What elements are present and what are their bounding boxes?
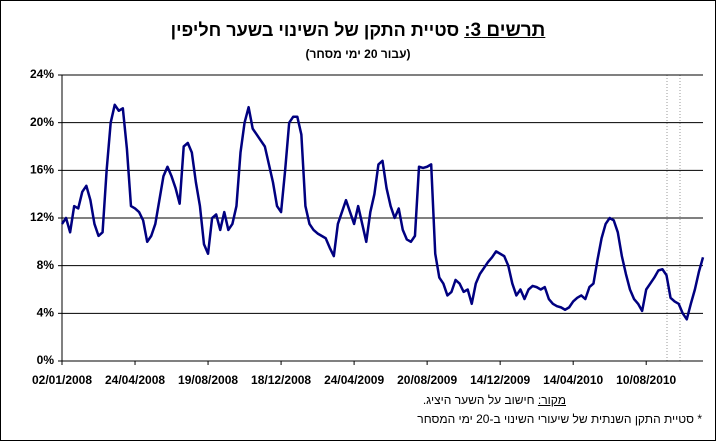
x-tick-label: 24/04/2008 xyxy=(105,373,165,387)
y-tick-label: 12% xyxy=(30,210,54,224)
y-tick-label: 20% xyxy=(30,115,54,129)
x-tick-label: 18/12/2008 xyxy=(251,373,311,387)
y-tick-label: 24% xyxy=(30,67,54,81)
x-tick-label: 20/08/2009 xyxy=(397,373,457,387)
x-tick-label: 24/04/2009 xyxy=(324,373,384,387)
y-tick-label: 4% xyxy=(37,306,55,320)
note: * סטיית התקן השנתית של שיעורי השינוי ב-2… xyxy=(417,412,702,426)
source-label: מקור: xyxy=(537,393,566,407)
x-tick-label: 19/08/2008 xyxy=(178,373,238,387)
x-tick-label: 14/12/2009 xyxy=(470,373,530,387)
title: תרשים 3: סטיית התקן של השינוי בשער חליפי… xyxy=(0,20,716,42)
title-text: סטיית התקן של השינוי בשער חליפין xyxy=(170,20,460,40)
y-tick-label: 16% xyxy=(30,163,54,177)
x-tick-label: 14/04/2010 xyxy=(543,373,603,387)
source-text: חישוב על השער היציג. xyxy=(422,393,535,407)
data-line xyxy=(60,103,705,321)
subtitle: (עבור 20 ימי מסחר) xyxy=(305,47,411,61)
x-tick-label: 10/08/2010 xyxy=(616,373,676,387)
x-tick-label: 02/01/2008 xyxy=(32,373,92,387)
y-tick-label: 0% xyxy=(37,353,55,367)
source: מקור: חישוב על השער היציג. xyxy=(423,393,566,407)
title-label: תרשים 3: xyxy=(464,20,546,41)
y-tick-label: 8% xyxy=(37,258,55,272)
